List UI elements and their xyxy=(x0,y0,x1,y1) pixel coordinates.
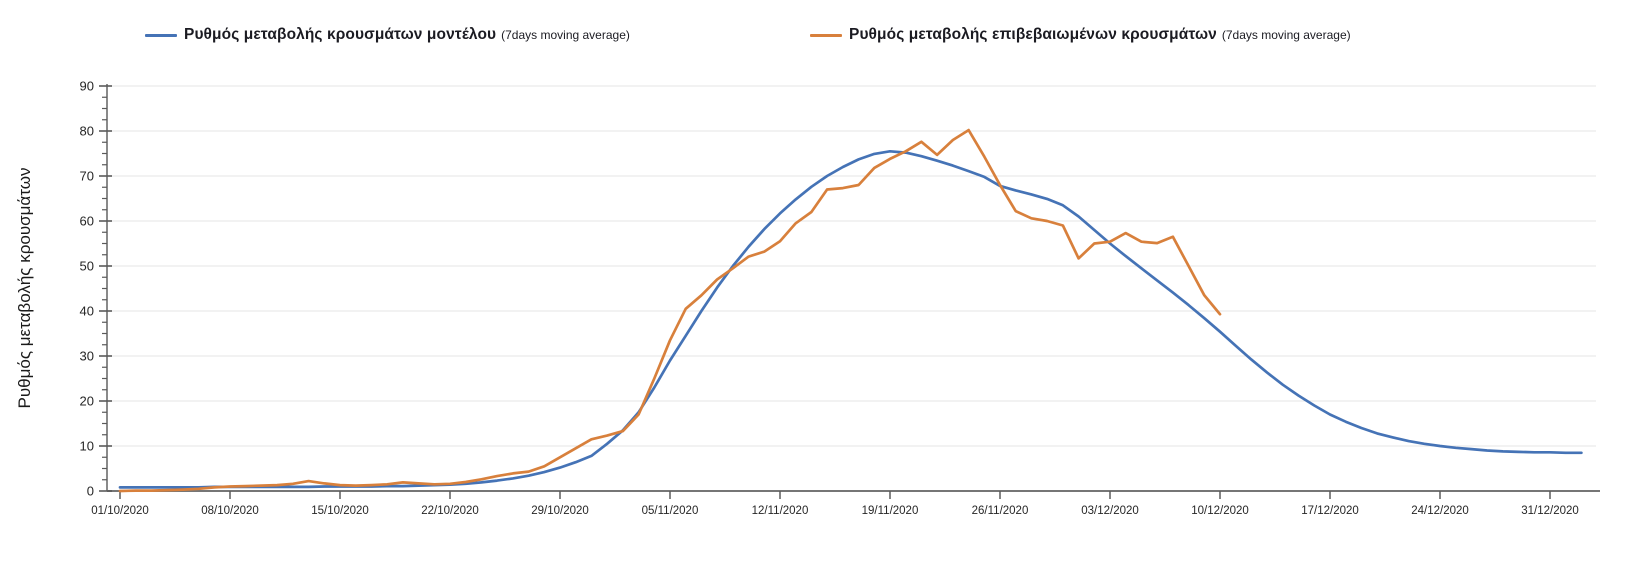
svg-text:70: 70 xyxy=(80,169,94,184)
legend-item-confirmed: Ρυθμός μεταβολής επιβεβαιωμένων κρουσμάτ… xyxy=(810,26,1351,44)
svg-text:0: 0 xyxy=(87,484,94,499)
svg-text:40: 40 xyxy=(80,304,94,319)
svg-text:03/12/2020: 03/12/2020 xyxy=(1081,505,1139,517)
svg-text:26/11/2020: 26/11/2020 xyxy=(972,505,1029,517)
legend-label-confirmed: Ρυθμός μεταβολής επιβεβαιωμένων κρουσμάτ… xyxy=(849,26,1217,43)
legend-suffix-model: (7days moving average) xyxy=(501,28,630,42)
svg-text:12/11/2020: 12/11/2020 xyxy=(752,505,809,517)
svg-text:24/12/2020: 24/12/2020 xyxy=(1411,505,1469,517)
svg-text:31/12/2020: 31/12/2020 xyxy=(1521,505,1579,517)
y-gridlines xyxy=(107,85,1596,447)
svg-text:80: 80 xyxy=(80,124,94,139)
svg-text:20: 20 xyxy=(80,394,94,409)
legend-line-swatch-confirmed xyxy=(810,33,842,37)
svg-text:90: 90 xyxy=(80,79,94,94)
svg-text:50: 50 xyxy=(80,259,94,274)
x-ticks xyxy=(119,491,1551,499)
legend: Ρυθμός μεταβολής κρουσμάτων μοντέλου (7d… xyxy=(0,26,1628,52)
legend-label-model: Ρυθμός μεταβολής κρουσμάτων μοντέλου xyxy=(184,26,497,43)
svg-text:15/10/2020: 15/10/2020 xyxy=(311,505,369,517)
svg-text:22/10/2020: 22/10/2020 xyxy=(421,505,479,517)
svg-text:60: 60 xyxy=(80,214,94,229)
svg-text:29/10/2020: 29/10/2020 xyxy=(531,505,589,517)
svg-text:08/10/2020: 08/10/2020 xyxy=(201,505,259,517)
series-line-confirmed xyxy=(118,128,1222,493)
series-line-model xyxy=(118,149,1583,489)
legend-item-model: Ρυθμός μεταβολής κρουσμάτων μοντέλου (7d… xyxy=(145,26,630,44)
svg-text:17/12/2020: 17/12/2020 xyxy=(1301,505,1359,517)
y-tick-labels: 0 10 20 30 40 50 60 70 80 90 xyxy=(80,79,94,499)
legend-line-swatch-model xyxy=(145,33,177,37)
svg-text:05/11/2020: 05/11/2020 xyxy=(642,505,699,517)
svg-text:01/10/2020: 01/10/2020 xyxy=(91,505,149,517)
svg-text:19/11/2020: 19/11/2020 xyxy=(862,505,919,517)
svg-text:30: 30 xyxy=(80,349,94,364)
svg-text:10: 10 xyxy=(80,439,94,454)
axes xyxy=(106,84,1600,492)
y-ticks xyxy=(99,85,112,492)
svg-text:10/12/2020: 10/12/2020 xyxy=(1191,505,1249,517)
x-tick-labels: 01/10/2020 08/10/2020 15/10/2020 22/10/2020… xyxy=(91,505,1579,517)
legend-suffix-confirmed: (7days moving average) xyxy=(1221,28,1351,42)
